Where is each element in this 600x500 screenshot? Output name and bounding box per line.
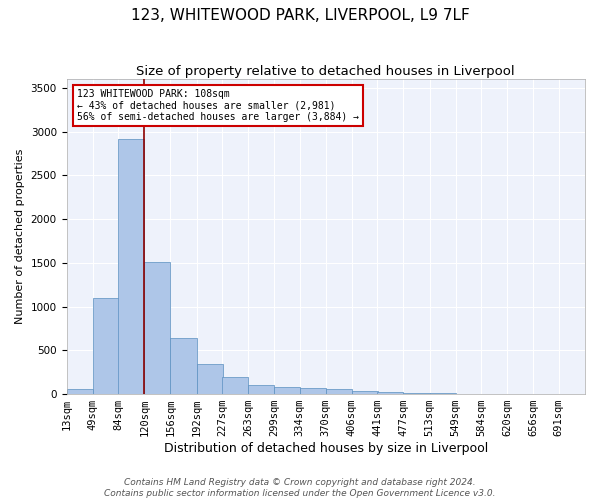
Bar (92, 298, 119, 394)
Text: Contains HM Land Registry data © Crown copyright and database right 2024.
Contai: Contains HM Land Registry data © Crown c… (104, 478, 496, 498)
Bar (170, 338, 197, 394)
Bar (222, 377, 248, 394)
Text: 123, WHITEWOOD PARK, LIVERPOOL, L9 7LF: 123, WHITEWOOD PARK, LIVERPOOL, L9 7LF (131, 8, 469, 22)
Bar (67, 390, 92, 394)
Bar (299, 388, 326, 394)
Bar (197, 364, 223, 394)
Y-axis label: Number of detached properties: Number of detached properties (15, 149, 25, 324)
Bar (248, 386, 274, 394)
Text: 123 WHITEWOOD PARK: 108sqm
← 43% of detached houses are smaller (2,981)
56% of s: 123 WHITEWOOD PARK: 108sqm ← 43% of deta… (77, 88, 359, 122)
Bar (352, 392, 378, 394)
Title: Size of property relative to detached houses in Liverpool: Size of property relative to detached ho… (136, 65, 515, 78)
Bar (326, 390, 352, 394)
X-axis label: Distribution of detached houses by size in Liverpool: Distribution of detached houses by size … (164, 442, 488, 455)
Bar (403, 393, 430, 394)
Bar (377, 392, 403, 394)
Bar (274, 387, 301, 394)
Bar (144, 262, 170, 394)
Bar (118, 138, 144, 394)
